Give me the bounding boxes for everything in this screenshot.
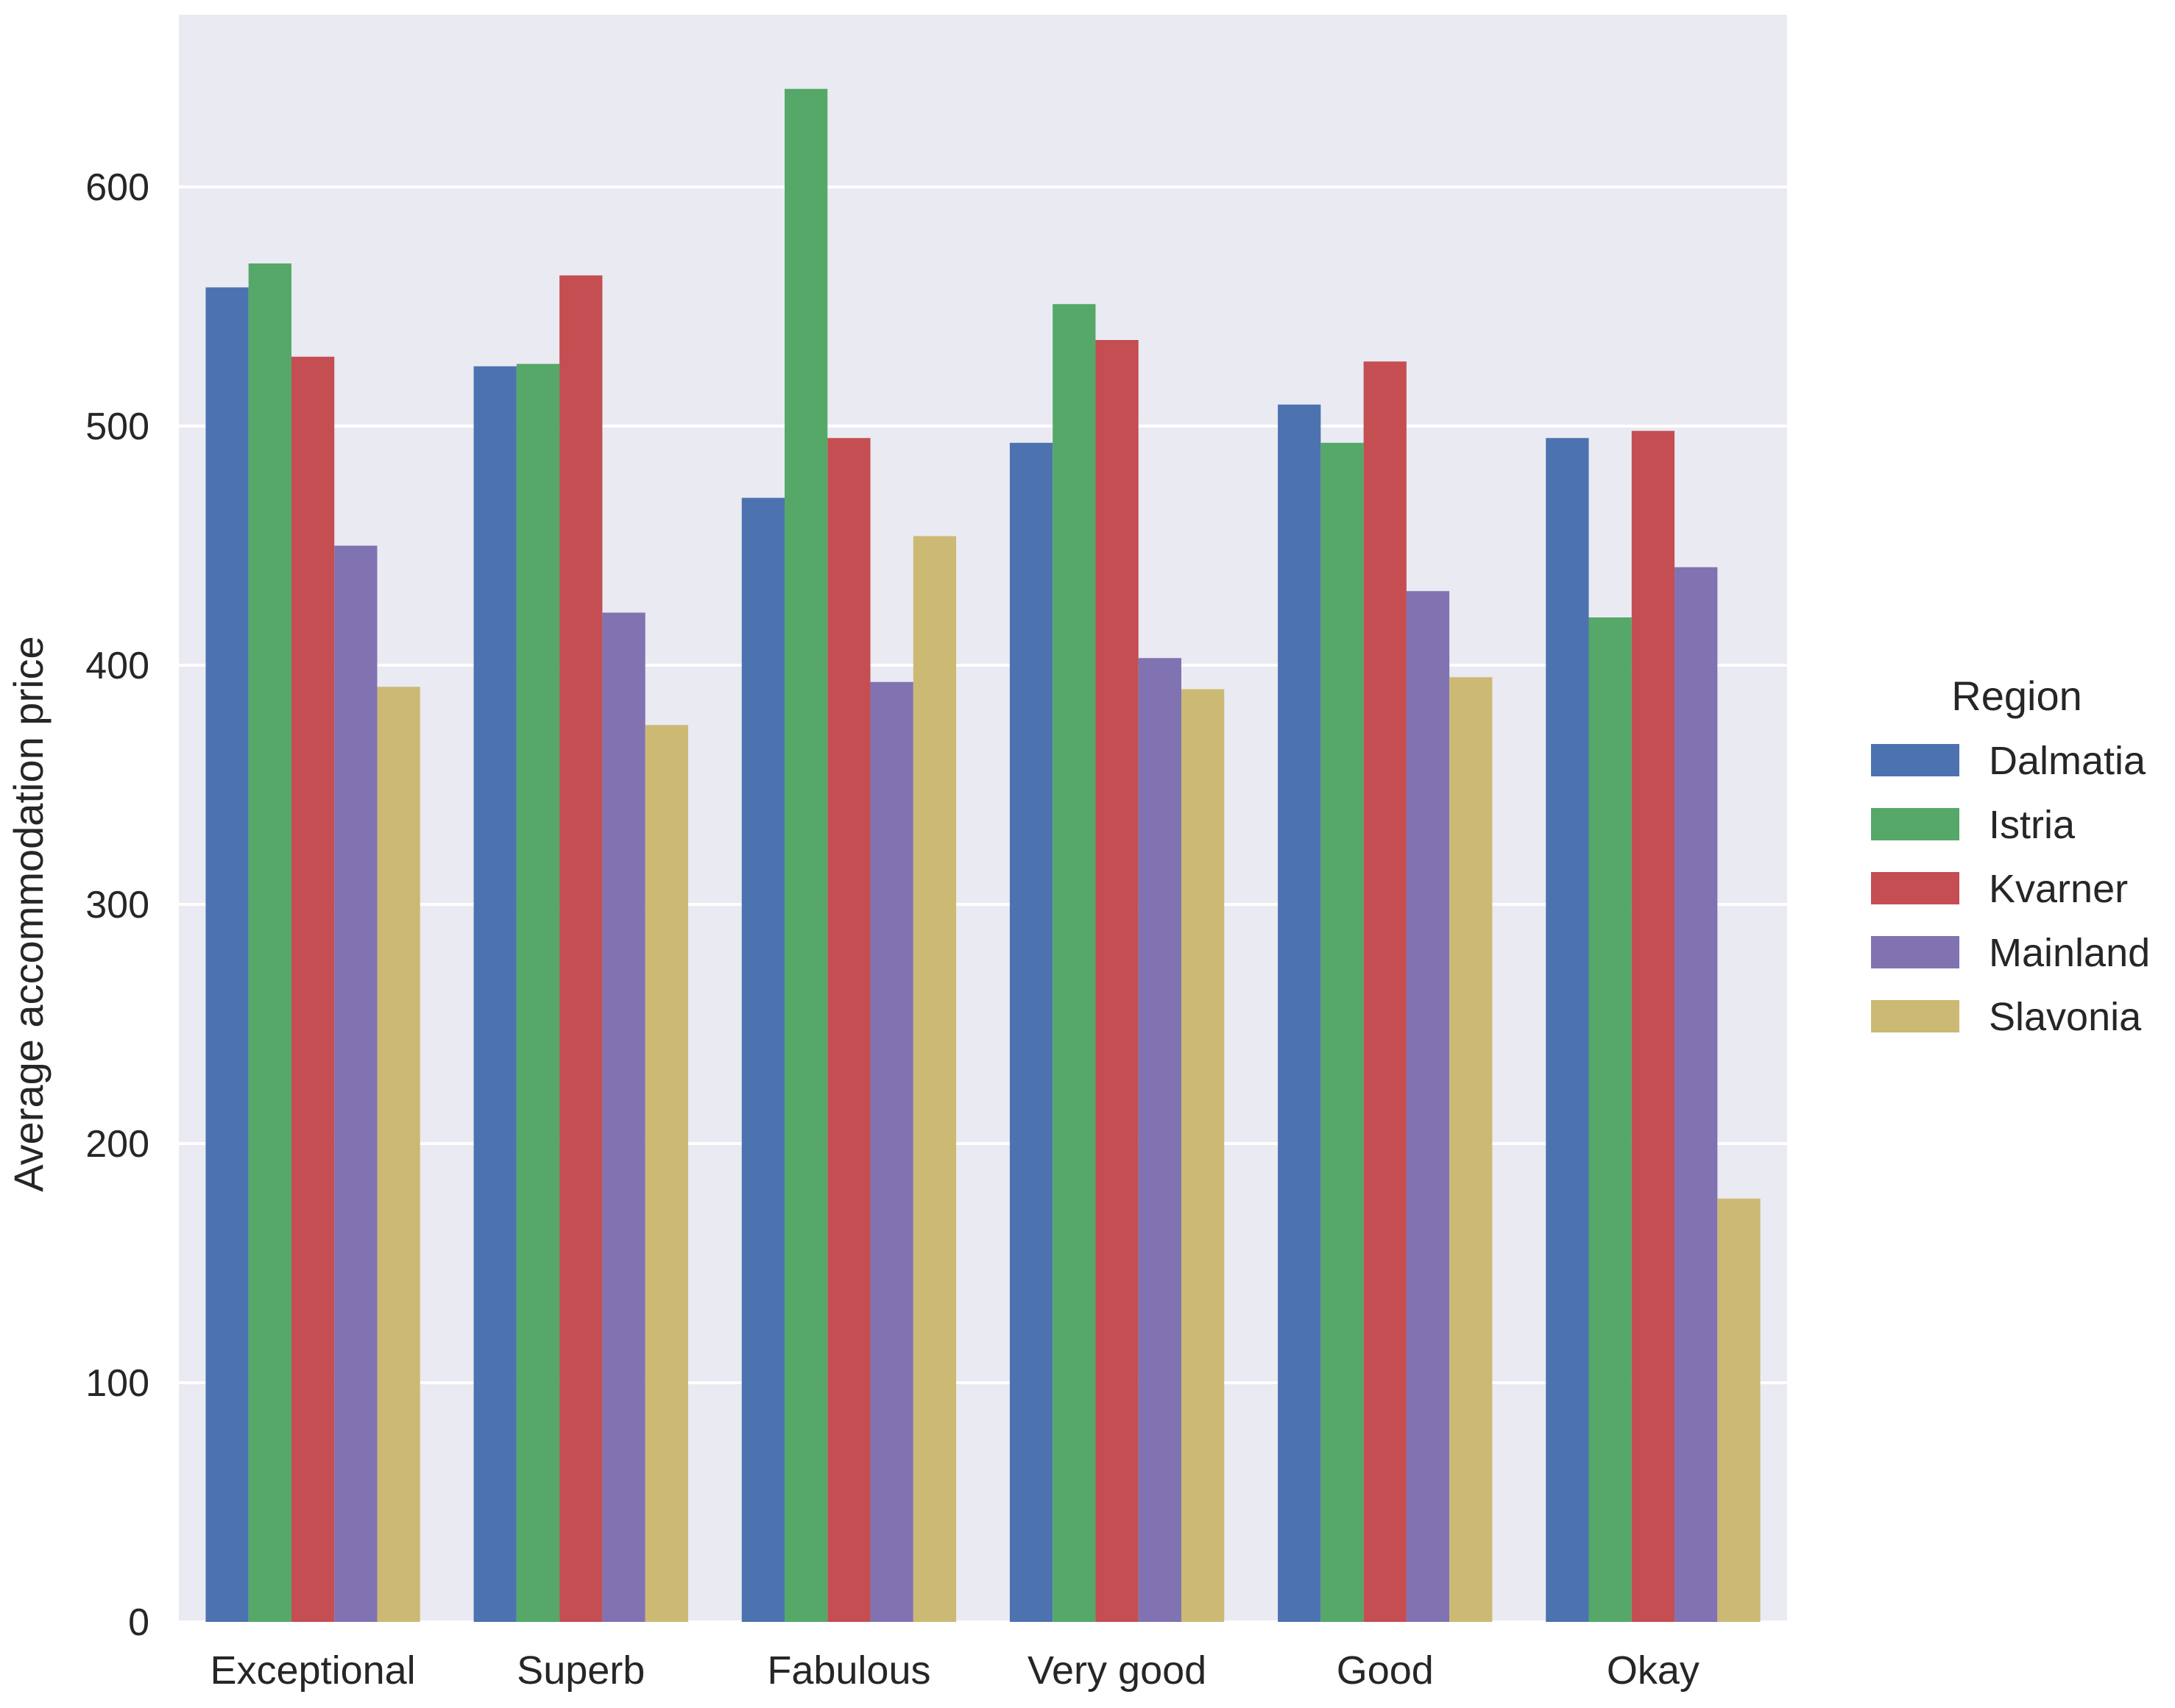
- y-tick-label: 0: [128, 1601, 149, 1644]
- bar-dalmatia-2: [741, 497, 785, 1622]
- bar-kvarner-2: [827, 438, 871, 1622]
- bar-kvarner-4: [1363, 361, 1407, 1622]
- bar-istria-1: [516, 364, 560, 1622]
- legend-swatch-dalmatia: [1871, 744, 1959, 776]
- bar-dalmatia-3: [1009, 442, 1053, 1622]
- x-tick-labels: Exceptional Superb Fabulous Very good Good Ok…: [210, 1648, 1699, 1693]
- legend-label-istria: Istria: [1989, 803, 2076, 847]
- bar-slavonia-4: [1449, 677, 1493, 1622]
- legend-title: Region: [1951, 673, 2082, 719]
- bar-mainland-5: [1674, 567, 1718, 1622]
- x-tick-label: Good: [1337, 1648, 1434, 1693]
- y-tick-label: 200: [85, 1123, 149, 1166]
- y-tick-label: 500: [85, 405, 149, 448]
- y-tick-labels: 0 100 200 300 400 500 600: [85, 166, 149, 1644]
- bar-slavonia-5: [1717, 1198, 1761, 1622]
- x-tick-label: Okay: [1607, 1648, 1700, 1693]
- bar-dalmatia-4: [1278, 404, 1321, 1622]
- legend-swatch-kvarner: [1871, 872, 1959, 904]
- grid-lines: [179, 185, 1787, 1623]
- x-tick-label: Superb: [517, 1648, 645, 1693]
- bar-istria-2: [785, 88, 828, 1622]
- plot-area: [179, 15, 1787, 1622]
- bar-mainland-4: [1406, 591, 1450, 1622]
- x-tick-label: Very good: [1028, 1648, 1206, 1693]
- legend-label-mainland: Mainland: [1989, 931, 2150, 975]
- bar-mainland-0: [334, 545, 378, 1622]
- bar-slavonia-2: [913, 536, 957, 1622]
- bars: [205, 88, 1761, 1622]
- legend: Region Dalmatia Istria Kvarner Mainland Slav…: [1871, 673, 2150, 1039]
- bar-istria-5: [1588, 617, 1632, 1622]
- bar-mainland-3: [1138, 658, 1181, 1622]
- y-tick-label: 400: [85, 645, 149, 687]
- bar-slavonia-1: [645, 725, 688, 1622]
- legend-swatch-istria: [1871, 808, 1959, 840]
- y-axis-label: Average accommodation price: [5, 636, 52, 1191]
- x-tick-label: Fabulous: [767, 1648, 930, 1693]
- bar-dalmatia-1: [473, 366, 517, 1622]
- bar-kvarner-5: [1631, 430, 1675, 1622]
- bar-istria-0: [248, 263, 291, 1622]
- bar-slavonia-0: [377, 687, 420, 1622]
- x-tick-label: Exceptional: [210, 1648, 415, 1693]
- bar-dalmatia-0: [205, 287, 249, 1622]
- legend-label-dalmatia: Dalmatia: [1989, 739, 2146, 783]
- bar-kvarner-1: [559, 275, 603, 1622]
- bar-kvarner-3: [1095, 340, 1139, 1622]
- bar-istria-4: [1320, 442, 1364, 1622]
- bar-istria-3: [1053, 304, 1096, 1622]
- y-tick-label: 300: [85, 884, 149, 926]
- legend-label-kvarner: Kvarner: [1989, 867, 2128, 911]
- y-tick-label: 100: [85, 1362, 149, 1405]
- bar-slavonia-3: [1181, 689, 1225, 1622]
- y-tick-label: 600: [85, 166, 149, 209]
- bar-mainland-2: [870, 681, 913, 1622]
- bar-kvarner-0: [291, 356, 335, 1622]
- bar-dalmatia-5: [1546, 438, 1589, 1622]
- legend-label-slavonia: Slavonia: [1989, 995, 2142, 1039]
- legend-swatch-slavonia: [1871, 1000, 1959, 1032]
- bar-mainland-1: [602, 612, 646, 1622]
- legend-swatch-mainland: [1871, 936, 1959, 968]
